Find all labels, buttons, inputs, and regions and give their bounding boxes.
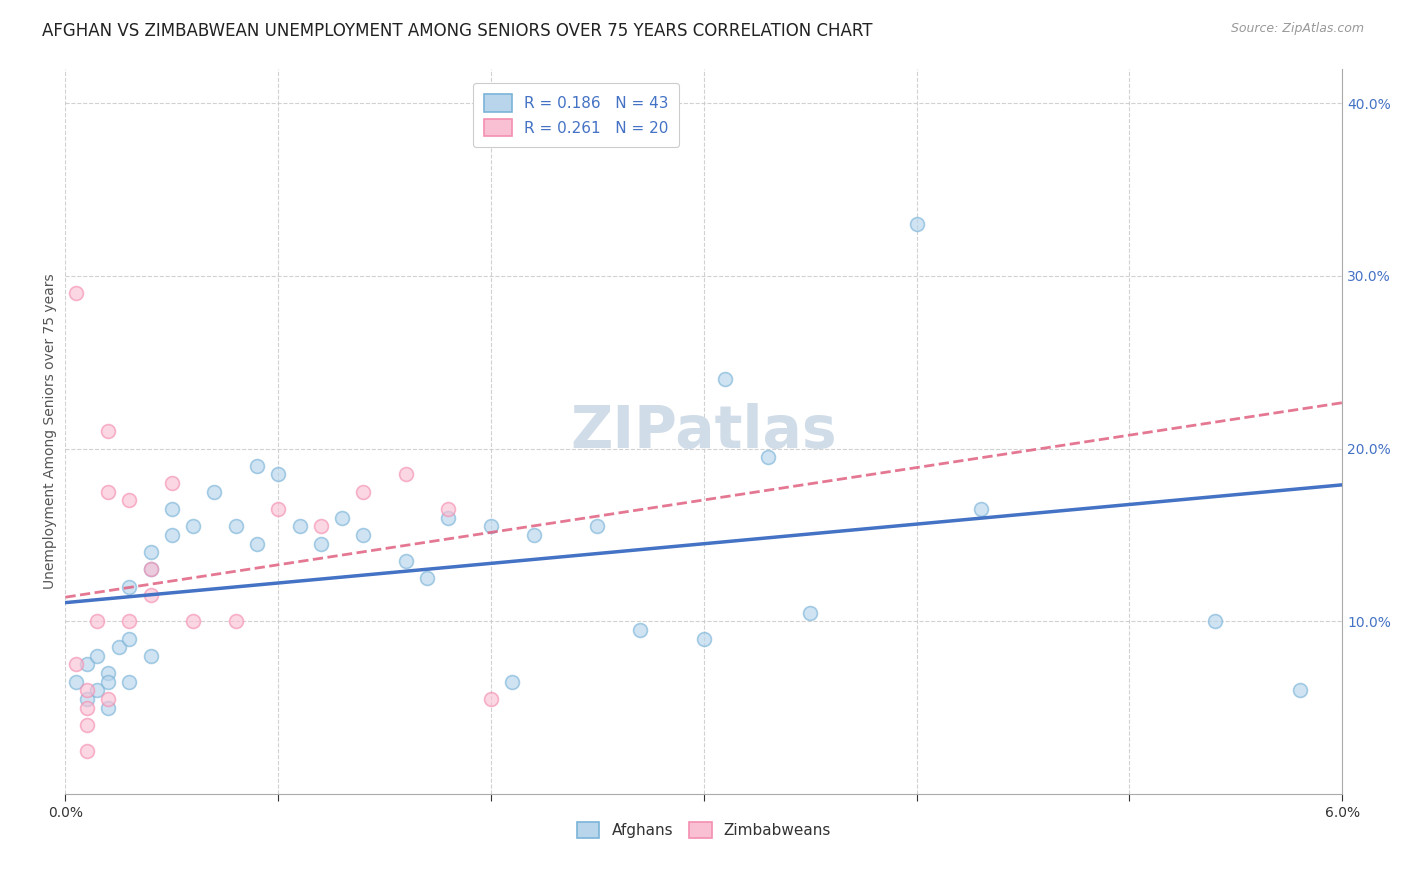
Point xyxy=(76,718,98,732)
Point xyxy=(76,744,98,758)
Point xyxy=(225,519,247,533)
Point xyxy=(352,484,374,499)
Point xyxy=(437,510,460,524)
Point xyxy=(267,467,290,482)
Point xyxy=(523,528,546,542)
Point xyxy=(267,502,290,516)
Point xyxy=(1204,614,1226,628)
Point xyxy=(97,424,120,438)
Point xyxy=(501,674,523,689)
Point xyxy=(905,217,928,231)
Point xyxy=(118,493,141,508)
Point xyxy=(330,510,353,524)
Text: AFGHAN VS ZIMBABWEAN UNEMPLOYMENT AMONG SENIORS OVER 75 YEARS CORRELATION CHART: AFGHAN VS ZIMBABWEAN UNEMPLOYMENT AMONG … xyxy=(42,22,873,40)
Point xyxy=(309,519,332,533)
Point xyxy=(395,554,418,568)
Point xyxy=(969,502,991,516)
Point xyxy=(160,528,183,542)
Point xyxy=(76,700,98,714)
Point xyxy=(118,614,141,628)
Point xyxy=(65,286,87,301)
Point xyxy=(76,692,98,706)
Point xyxy=(288,519,311,533)
Point xyxy=(1288,683,1310,698)
Point xyxy=(181,614,204,628)
Point xyxy=(756,450,779,465)
Point xyxy=(139,648,162,663)
Point xyxy=(309,536,332,550)
Point xyxy=(65,674,87,689)
Point xyxy=(118,674,141,689)
Point xyxy=(97,674,120,689)
Point xyxy=(479,692,502,706)
Text: ZIPatlas: ZIPatlas xyxy=(571,403,837,459)
Point xyxy=(225,614,247,628)
Point xyxy=(86,683,108,698)
Point xyxy=(352,528,374,542)
Point xyxy=(65,657,87,672)
Point xyxy=(118,580,141,594)
Point xyxy=(97,700,120,714)
Point xyxy=(86,614,108,628)
Point xyxy=(437,502,460,516)
Point xyxy=(76,683,98,698)
Point xyxy=(118,632,141,646)
Point xyxy=(246,458,269,473)
Text: Source: ZipAtlas.com: Source: ZipAtlas.com xyxy=(1230,22,1364,36)
Point xyxy=(160,476,183,491)
Point xyxy=(416,571,439,585)
Point xyxy=(181,519,204,533)
Point xyxy=(479,519,502,533)
Y-axis label: Unemployment Among Seniors over 75 years: Unemployment Among Seniors over 75 years xyxy=(44,274,58,589)
Point xyxy=(628,623,651,637)
Point xyxy=(139,562,162,576)
Point xyxy=(97,692,120,706)
Point xyxy=(86,648,108,663)
Point xyxy=(246,536,269,550)
Point xyxy=(395,467,418,482)
Point xyxy=(202,484,225,499)
Point xyxy=(139,545,162,559)
Point xyxy=(799,606,821,620)
Point xyxy=(160,502,183,516)
Point xyxy=(107,640,129,655)
Point xyxy=(97,484,120,499)
Point xyxy=(139,588,162,602)
Point xyxy=(76,657,98,672)
Point xyxy=(586,519,609,533)
Point xyxy=(139,562,162,576)
Point xyxy=(693,632,716,646)
Point xyxy=(714,372,737,386)
Point xyxy=(97,666,120,681)
Legend: Afghans, Zimbabweans: Afghans, Zimbabweans xyxy=(571,816,837,845)
